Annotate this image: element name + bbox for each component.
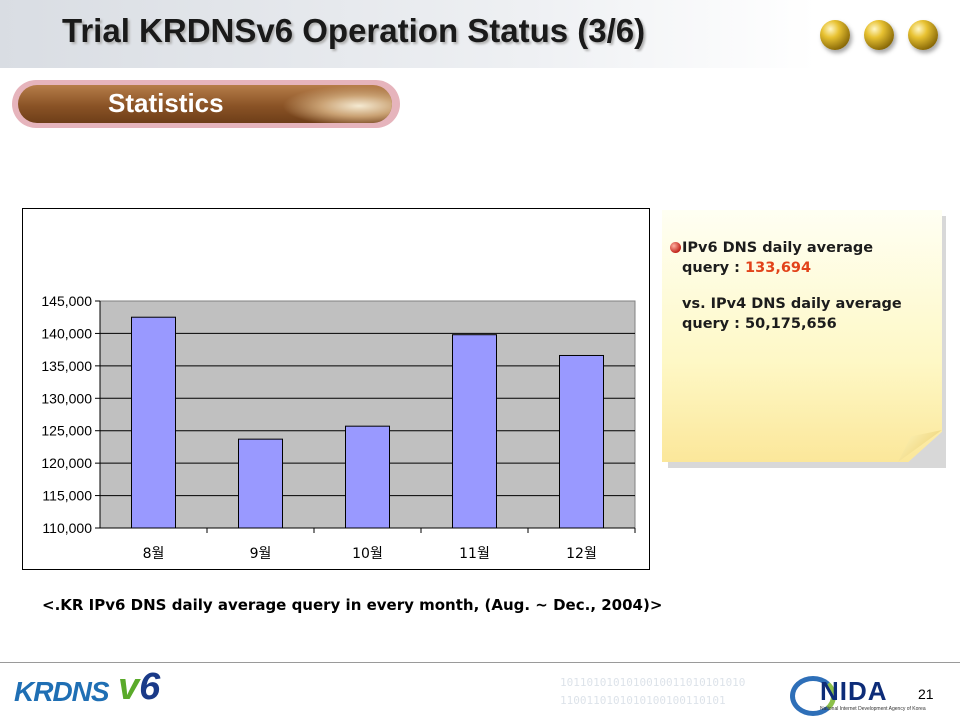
y-tick-label: 115,000 — [42, 488, 92, 504]
y-tick-label: 110,000 — [42, 520, 92, 536]
gold-ball-icon — [864, 20, 894, 50]
x-tick-label: 11월 — [459, 546, 490, 562]
x-tick-label: 9월 — [250, 546, 272, 562]
x-tick-label: 8월 — [143, 546, 165, 562]
bar — [452, 334, 497, 529]
books-image — [282, 85, 392, 123]
bullet-icon — [670, 242, 681, 253]
y-tick-label: 130,000 — [41, 390, 92, 406]
y-tick-label: 135,000 — [41, 358, 92, 374]
krdns-logo-v6: v6 — [118, 666, 160, 709]
bar — [345, 425, 390, 529]
bar-chart: 145,000 140,000 135,000 130,000 125,000 120,0… — [41, 293, 636, 562]
nida-logo: NIDA National Internet Development Agenc… — [790, 674, 926, 716]
gold-ball-icon — [908, 20, 938, 50]
note-line-4: query : 50,175,656 — [682, 316, 837, 332]
y-tick-label: 140,000 — [41, 325, 92, 341]
chart-frame: 145,000 140,000 135,000 130,000 125,000 120,0… — [22, 208, 650, 570]
sticky-note — [662, 210, 942, 462]
nida-logo-subtitle: National Internet Development Agency of … — [820, 706, 926, 712]
ipv6-daily-average-value: 133,694 — [745, 260, 812, 276]
y-tick-label: 145,000 — [41, 293, 92, 309]
x-tick-label: 12월 — [566, 546, 597, 562]
logo-6: 6 — [139, 666, 161, 708]
gold-ball-icon — [820, 20, 850, 50]
y-tick-label: 125,000 — [41, 423, 92, 439]
note-line-2: query : 133,694 — [682, 258, 811, 278]
note-line-3: vs. IPv4 DNS daily average — [682, 296, 902, 312]
page-number: 21 — [918, 686, 934, 702]
section-title: Statistics — [108, 88, 224, 118]
note-line-2-prefix: query : — [682, 260, 746, 276]
bar — [131, 316, 176, 529]
chart-caption: <.KR IPv6 DNS daily average query in eve… — [42, 596, 663, 614]
bar — [238, 438, 283, 529]
section-badge — [18, 85, 392, 123]
bar — [559, 354, 604, 529]
logo-v: v — [118, 666, 140, 708]
y-tick-label: 120,000 — [41, 455, 92, 471]
binary-decoration: 1011010101010010011010101010 — [560, 676, 746, 689]
binary-decoration: 1100110101010100100110101 — [560, 694, 726, 707]
decor-balls — [820, 20, 938, 50]
nida-logo-text: NIDA — [820, 676, 888, 706]
x-tick-label: 10월 — [352, 546, 383, 562]
nida-ring-icon — [790, 676, 836, 716]
header-band — [0, 0, 960, 68]
note-line-1: IPv6 DNS daily average — [682, 240, 874, 256]
krdns-logo-text: KRDNS — [14, 676, 110, 707]
slide-title: Trial KRDNSv6 Operation Status (3/6) — [62, 12, 646, 49]
footer-divider — [0, 662, 960, 663]
